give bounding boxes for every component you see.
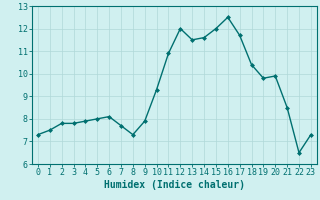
X-axis label: Humidex (Indice chaleur): Humidex (Indice chaleur) — [104, 180, 245, 190]
